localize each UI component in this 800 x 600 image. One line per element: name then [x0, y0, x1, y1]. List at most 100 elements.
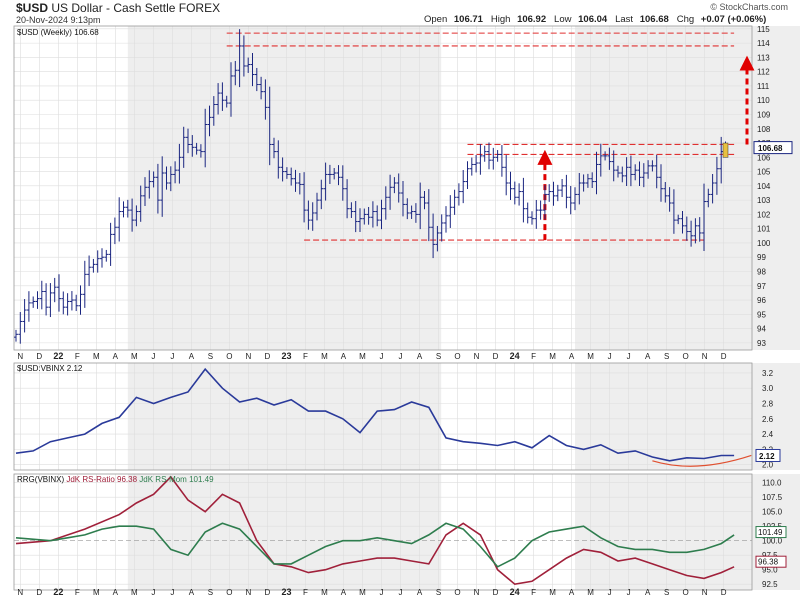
- high-label: High: [490, 14, 511, 25]
- price-bar: [323, 162, 328, 201]
- x-tick-label: 22: [53, 587, 63, 597]
- x-tick-label: F: [75, 352, 80, 361]
- price-bar: [69, 291, 74, 311]
- price-y-tick: 112: [757, 68, 770, 77]
- ohlc-stats: Open 106.71 High 106.92 Low 106.04 Last …: [424, 14, 766, 25]
- x-tick-label: F: [531, 588, 536, 597]
- price-bar: [405, 198, 410, 220]
- x-tick-label: D: [721, 588, 727, 597]
- price-y-tick: 113: [757, 53, 770, 62]
- x-tick-label: M: [93, 352, 100, 361]
- price-y-tick: 95: [757, 310, 766, 319]
- price-bar: [254, 67, 259, 92]
- chg-value: +0.07 (+0.06%): [700, 14, 767, 25]
- price-bar: [353, 200, 358, 233]
- x-tick-label: D: [36, 352, 42, 361]
- x-tick-label: J: [170, 352, 174, 361]
- price-bar: [564, 174, 569, 209]
- x-tick-label: S: [208, 588, 213, 597]
- price-bar: [392, 177, 397, 194]
- price-bar: [542, 185, 547, 220]
- x-tick-label: J: [608, 588, 612, 597]
- price-bar: [134, 205, 139, 227]
- x-tick-label: M: [131, 352, 138, 361]
- low-value: 106.04: [578, 14, 608, 25]
- price-bar: [482, 145, 487, 162]
- chart-header: $USD US Dollar - Cash Settle FOREX 20-No…: [0, 0, 800, 26]
- x-tick-label: D: [265, 352, 271, 361]
- chg-label: Chg: [676, 14, 695, 25]
- x-tick-label: N: [474, 352, 480, 361]
- panel-frame-2: [13, 473, 753, 591]
- x-tick-label: N: [17, 588, 23, 597]
- price-bar: [607, 147, 612, 170]
- rs-last-badge: [755, 448, 781, 462]
- price-bar: [198, 144, 203, 158]
- price-bar: [379, 199, 384, 230]
- x-tick-label: N: [474, 588, 480, 597]
- rrg-last-badge-1: [755, 555, 787, 568]
- x-tick-label: D: [36, 588, 42, 597]
- x-tick-label: A: [645, 588, 651, 597]
- open-value: 106.71: [453, 14, 483, 25]
- rs-panel-label: $USD:VBINX 2.12: [17, 364, 83, 373]
- price-bar: [177, 143, 182, 184]
- x-tick-label: M: [131, 588, 138, 597]
- price-bar: [18, 312, 23, 344]
- price-bar: [697, 217, 702, 242]
- price-bar: [465, 161, 470, 189]
- x-tick-label: J: [380, 352, 384, 361]
- price-bar: [560, 179, 565, 197]
- x-tick-label: J: [627, 588, 631, 597]
- x-tick-label: S: [208, 352, 213, 361]
- price-bar: [517, 183, 522, 206]
- rrg-y-tick: 105.0: [762, 508, 783, 517]
- price-bar: [246, 57, 251, 73]
- price-bar: [431, 213, 436, 259]
- price-bar: [598, 143, 603, 177]
- price-y-tick: 109: [757, 110, 771, 119]
- rrg-y-tick: 100.0: [762, 537, 783, 546]
- price-y-tick: 102: [757, 210, 771, 219]
- x-tick-label: A: [189, 352, 195, 361]
- price-bar: [293, 169, 298, 192]
- price-bar: [14, 329, 18, 342]
- price-bar: [418, 182, 423, 230]
- x-tick-label: A: [417, 352, 423, 361]
- rrg-title: RRG(VBINX): [17, 475, 66, 484]
- price-bar: [508, 171, 513, 200]
- exchange: FOREX: [178, 1, 221, 15]
- x-tick-label: M: [549, 352, 556, 361]
- price-y-tick: 108: [757, 125, 771, 134]
- price-bar: [143, 177, 147, 206]
- low-label: Low: [554, 14, 572, 25]
- price-bar: [680, 210, 685, 234]
- price-bar: [611, 150, 616, 182]
- price-bar: [585, 173, 590, 188]
- x-tick-label: 22: [53, 351, 63, 361]
- year-shade: [127, 26, 442, 350]
- price-bar: [259, 76, 264, 100]
- price-bar: [345, 179, 350, 219]
- x-tick-label: A: [569, 588, 575, 597]
- price-bar: [654, 154, 659, 189]
- price-bar: [82, 260, 87, 308]
- price-bar: [216, 83, 221, 115]
- rs-y-tick: 3.2: [762, 369, 774, 378]
- rrg-last-text-1: 96.38: [758, 558, 779, 567]
- x-tick-label: F: [303, 588, 308, 597]
- price-bar: [125, 199, 130, 218]
- x-tick-label: D: [721, 352, 727, 361]
- rs-last-text: 2.12: [759, 452, 775, 461]
- x-tick-label: S: [436, 352, 441, 361]
- x-tick-label: O: [683, 588, 689, 597]
- price-bar: [168, 166, 173, 192]
- price-bar: [302, 172, 307, 223]
- x-tick-label: A: [341, 352, 347, 361]
- price-y-tick: 98: [757, 267, 766, 276]
- x-tick-label: O: [454, 588, 460, 597]
- price-bar: [693, 218, 698, 244]
- price-y-tick: 114: [757, 39, 770, 48]
- x-tick-label: M: [587, 588, 594, 597]
